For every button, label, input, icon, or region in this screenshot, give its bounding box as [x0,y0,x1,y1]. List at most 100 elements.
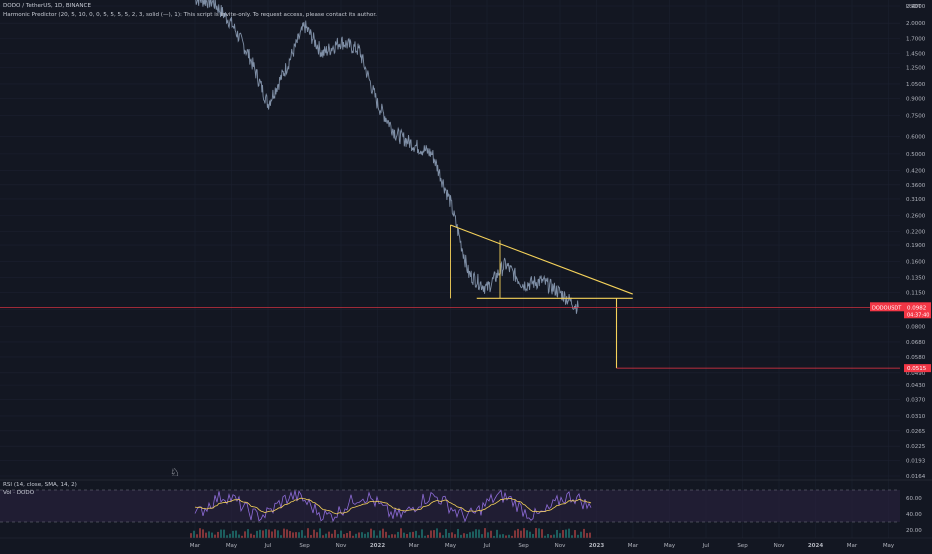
time-axis-label: Sep [737,543,748,549]
current-symbol-tag [870,302,904,312]
volume-bar [373,530,375,538]
time-axis-label: May [664,543,676,549]
volume-bar [337,534,339,538]
marker-icon: ♘ [170,466,180,479]
price-axis-tick: 0.0193 [906,459,926,465]
price-axis-bg [900,0,932,540]
volume-bar [457,528,459,538]
volume-bar [292,532,294,538]
price-axis-tick: 0.1150 [906,290,926,296]
volume-bar [220,529,222,538]
price-axis-tick: 1.7000 [906,37,926,43]
price-axis-tick: 0.0580 [906,355,926,361]
volume-bar [403,532,405,538]
volume-bar [493,535,495,538]
volume-bar [376,535,378,538]
price-axis-tick: 0.9000 [906,96,926,102]
price-axis-tick: 0.0265 [906,429,926,435]
volume-title[interactable]: Vol · DODO [3,490,35,496]
volume-bar [214,534,216,538]
volume-bar [319,528,321,538]
volume-bar [517,528,519,538]
volume-bar [328,531,330,538]
volume-bar [331,533,333,538]
volume-bar [253,534,255,538]
volume-bar [394,534,396,538]
volume-bar [370,528,372,538]
current-symbol-tag-label: DODOUSDT [872,305,902,311]
time-axis-label: Sep [518,543,529,549]
volume-bar [259,529,261,538]
volume-bar [208,531,210,538]
price-axis-tick: 0.4200 [906,168,926,174]
volume-bar [391,534,393,538]
rsi-title[interactable]: RSI (14, close, SMA, 14, 2) [3,482,77,488]
time-axis-label: 2023 [589,543,604,549]
volume-bar [301,530,303,538]
volume-bar [451,532,453,538]
price-axis-currency: USDT [906,4,922,10]
volume-bar [232,530,234,538]
price-axis-tick: 0.0490 [906,371,926,377]
volume-bar [442,535,444,538]
volume-bar [586,533,588,538]
price-line [195,0,579,314]
price-axis-tick: 0.0800 [906,325,926,331]
time-axis-label: Sep [299,543,310,549]
volume-bar [274,529,276,538]
current-price-tag [904,302,931,319]
volume-bar [559,533,561,538]
volume-bar [520,530,522,538]
volume-bar [364,533,366,538]
time-axis-label: Mar [409,543,420,549]
price-axis-tick: 0.2200 [906,229,926,235]
volume-bar [349,531,351,538]
price-axis-tick: 0.0225 [906,444,926,450]
volume-bar [439,532,441,538]
price-axis-tick: 0.1350 [906,275,926,281]
volume-bar [445,529,447,538]
volume-bar [475,529,477,538]
volume-bar [235,530,237,538]
time-axis-label: Jul [264,543,272,549]
volume-bar [532,533,534,538]
volume-bar [244,531,246,538]
price-axis-tick: 2.4000 [906,4,926,10]
volume-bar [397,531,399,538]
price-axis-tick: 0.0680 [906,340,926,346]
volume-bar [316,532,318,538]
volume-bar [526,530,528,538]
volume-bar [298,532,300,538]
volume-bar [334,529,336,538]
volume-bar [415,530,417,538]
time-axis-label: May [445,543,457,549]
volume-bar [310,535,312,538]
time-axis-label: Nov [555,543,566,549]
time-axis-label: Mar [847,543,858,549]
volume-bar [223,529,225,538]
symbol-title[interactable]: DODO / TetherUS, 1D, BINANCE [3,3,91,9]
price-axis-tick: 1.2500 [906,65,926,71]
volume-bar [340,530,342,538]
volume-bar [481,534,483,538]
rsi-band-fill [0,490,900,522]
indicator-title[interactable]: Harmonic Predictor (20, 5, 10, 0, 0, 5, … [3,12,377,18]
current-price-value: 0.0982 [907,305,926,311]
volume-bar [412,531,414,538]
volume-bar [238,534,240,538]
time-axis-label: May [226,543,238,549]
volume-bar [265,529,267,538]
volume-bar [400,528,402,538]
price-axis-tick: 0.3600 [906,183,926,189]
time-axis-label: Nov [774,543,785,549]
volume-bar [241,535,243,538]
volume-bar [433,530,435,538]
volume-bar [286,529,288,538]
volume-bar [307,528,309,538]
volume-bar [247,529,249,538]
volume-bar [202,529,204,538]
volume-bar [427,534,429,538]
volume-bar [514,530,516,538]
